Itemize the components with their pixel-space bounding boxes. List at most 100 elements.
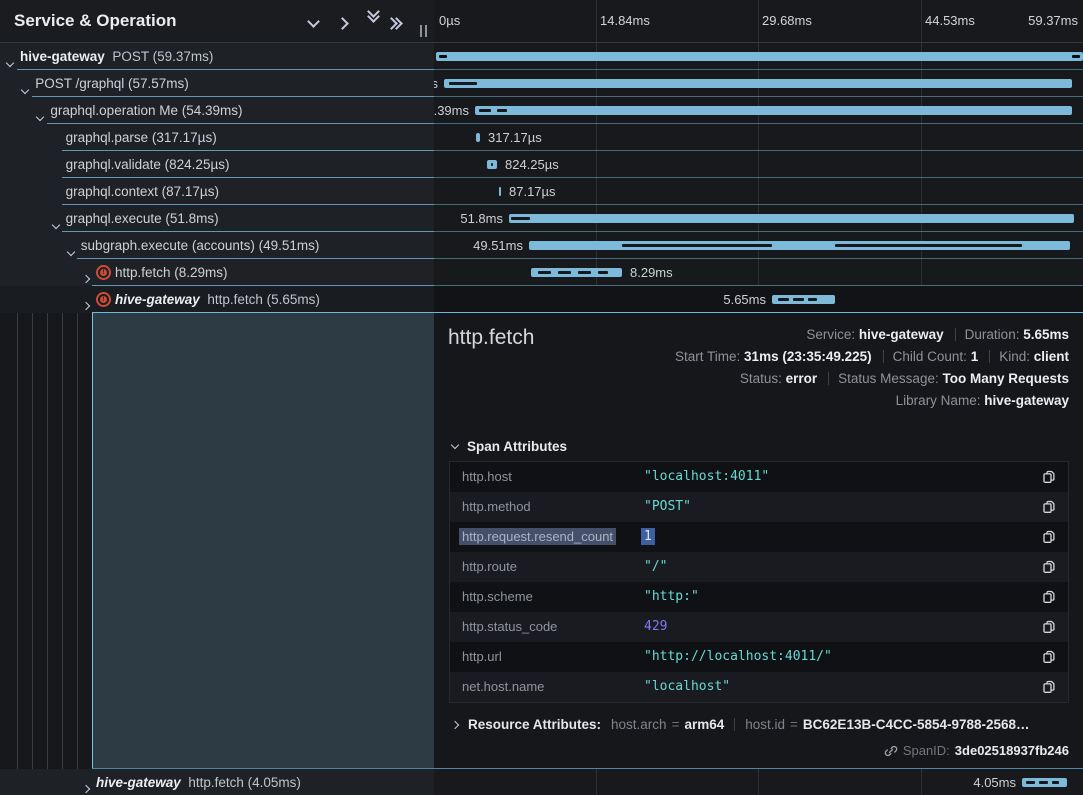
span-tree-row[interactable]: POST /graphql (57.57ms) [0,70,434,97]
span-tree-row[interactable]: graphql.parse (317.17µs) [0,124,434,151]
span-timeline-row[interactable]: 87.17µs [434,178,1083,205]
double-chevron-down-icon[interactable] [364,11,382,27]
span-duration-bar[interactable] [444,79,1072,88]
copy-icon[interactable] [1042,680,1056,694]
span-duration-bar[interactable] [531,268,622,277]
chevron-down-icon[interactable] [309,13,327,29]
span-tree-row[interactable]: graphql.context (87.17µs) [0,178,434,205]
span-label: POST /graphql (57.57ms) [35,76,189,91]
child-span-marker [497,109,507,112]
span-timeline-row[interactable]: 5.65ms [434,286,1083,313]
copy-icon[interactable] [1042,470,1056,484]
meta-label: Library Name: [896,393,985,408]
link-icon[interactable] [884,744,898,758]
error-icon: ! [96,265,111,280]
attribute-row[interactable]: http.url "http://localhost:4011/" [450,642,1068,672]
attribute-row[interactable]: http.host"localhost:4011" [450,462,1068,492]
error-icon: ! [96,292,111,307]
child-span-marker [578,271,591,274]
span-meta-line: Status: errorStatus Message: Too Many Re… [740,371,1069,386]
attribute-row[interactable]: http.status_code429 [450,612,1068,642]
span-duration-bar[interactable] [499,187,501,196]
copy-icon[interactable] [1042,500,1056,514]
span-label: graphql.execute (51.8ms) [66,211,219,226]
span-timeline-row[interactable]: 57.57ms [434,70,1083,97]
copy-icon[interactable] [1042,560,1056,574]
chevron-down-icon[interactable] [37,107,43,125]
span-timeline-row[interactable]: 54.39ms [434,97,1083,124]
copy-icon[interactable] [1042,590,1056,604]
double-chevron-right-icon[interactable] [391,15,409,31]
span-tree-row[interactable]: hive-gateway POST (59.37ms) [0,43,434,70]
chevron-down-icon[interactable] [7,53,13,71]
meta-value: Too Many Requests [942,371,1069,386]
span-duration-bar[interactable] [475,106,1072,115]
span-duration-label: 87.17µs [509,184,556,199]
copy-icon[interactable] [1042,620,1056,634]
span-tree-row[interactable]: graphql.operation Me (54.39ms) [0,97,434,124]
span-label: graphql.operation Me (54.39ms) [50,103,242,118]
timeline-tick-label: 0µs [439,13,460,28]
operation-name: graphql.context (87.17µs) [66,184,219,199]
span-label: http.fetch (8.29ms) [115,265,228,280]
span-tree-row[interactable]: subgraph.execute (accounts) (49.51ms) [0,232,434,259]
span-attributes-header[interactable]: Span Attributes [452,439,567,454]
span-timeline-row[interactable]: 824.25µs [434,151,1083,178]
chevron-right-icon[interactable] [83,296,89,314]
span-duration-bar[interactable] [529,241,1070,250]
span-timeline-row[interactable]: 8.29ms [434,259,1083,286]
span-duration-bar[interactable] [487,160,497,169]
chevron-down-icon [451,441,459,449]
span-timeline-row[interactable]: 51.8ms [434,205,1083,232]
copy-icon[interactable] [1042,530,1056,544]
copy-icon[interactable] [1042,650,1056,664]
span-meta-line: Service: hive-gatewayDuration: 5.65ms [806,327,1069,342]
chevron-right-icon[interactable] [83,269,89,287]
chevron-down-icon[interactable] [68,242,74,260]
child-span-marker [835,244,1022,247]
meta-label: Child Count: [893,349,971,364]
attribute-row[interactable]: http.route"/" [450,552,1068,582]
attribute-row[interactable]: net.host.name"localhost" [450,672,1068,702]
resource-key: host.arch [611,717,667,732]
span-duration-label: 824.25µs [505,157,559,172]
span-timeline-row[interactable]: 4.05ms [434,769,1083,795]
attribute-row[interactable]: http.scheme"http:" [450,582,1068,612]
attribute-key: http.url [462,649,502,664]
span-timeline-row[interactable] [434,43,1083,70]
span-tree-row[interactable]: graphql.execute (51.8ms) [0,205,434,232]
meta-value: error [786,371,818,386]
span-duration-label: 5.65ms [723,292,766,307]
chevron-right-icon[interactable] [83,779,89,795]
span-duration-bar[interactable] [1022,778,1067,787]
meta-label: Start Time: [675,349,744,364]
span-meta-line: Library Name: hive-gateway [896,393,1069,408]
span-tree-row[interactable]: hive-gateway http.fetch (4.05ms) [0,769,434,795]
chevron-down-icon[interactable] [53,215,59,233]
resource-separator [734,718,735,731]
span-tree-row[interactable]: ! http.fetch (8.29ms) [0,259,434,286]
attribute-value: "http://localhost:4011/" [644,649,832,664]
chevron-down-icon[interactable] [22,80,28,98]
span-label: hive-gateway POST (59.37ms) [20,49,213,64]
span-tree-row[interactable]: graphql.validate (824.25µs) [0,151,434,178]
attribute-value: 1 [641,528,655,545]
chevron-right-icon[interactable] [338,15,356,31]
child-span-marker [449,82,477,85]
timeline-tick-label: 29.68ms [762,13,812,28]
tree-panel-title: Service & Operation [14,11,177,31]
attribute-value: "localhost" [644,679,730,694]
attribute-row[interactable]: http.request.resend_count1 [450,522,1068,552]
service-name: hive-gateway [20,49,105,64]
panel-resize-handle[interactable] [419,25,429,37]
span-duration-bar[interactable] [476,133,480,142]
span-duration-bar[interactable] [436,52,1083,61]
attribute-row[interactable]: http.method"POST" [450,492,1068,522]
span-duration-bar[interactable] [772,295,835,304]
span-timeline-row[interactable]: 49.51ms [434,232,1083,259]
child-span-marker [1072,55,1080,58]
span-duration-bar[interactable] [509,214,1074,223]
resource-attributes-row[interactable]: Resource Attributes:host.arch=arm64host.… [452,717,1030,732]
span-timeline-row[interactable]: 317.17µs [434,124,1083,151]
span-tree-row[interactable]: !hive-gateway http.fetch (5.65ms) [0,286,434,313]
